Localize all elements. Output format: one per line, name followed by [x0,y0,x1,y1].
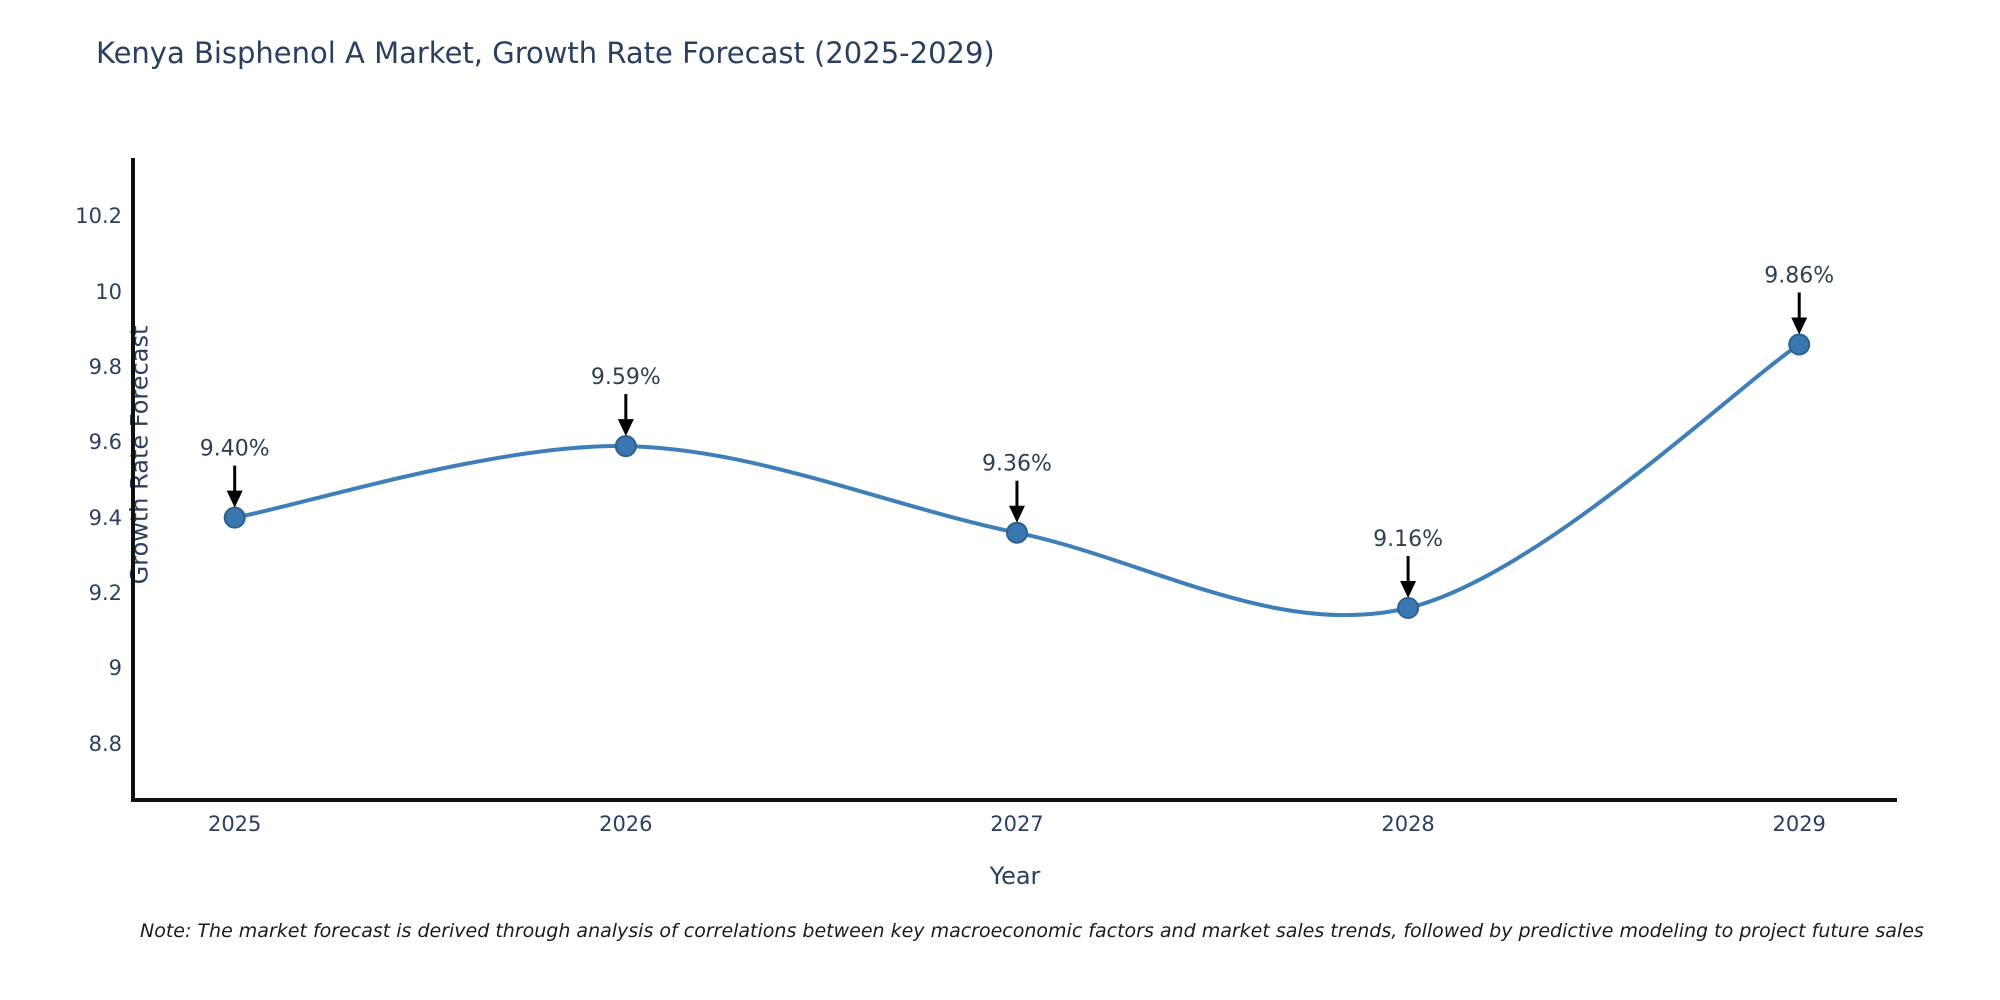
series-line [234,342,1801,618]
x-tick-label: 2029 [1772,812,1826,836]
y-tick-label: 9.2 [88,580,122,605]
data-point-label: 9.59% [591,365,661,390]
x-tick-label: 2026 [599,812,653,836]
x-tick-label: 2028 [1381,812,1435,836]
annotation-arrowhead-icon [1008,505,1025,523]
annotation-arrowhead-icon [226,490,243,508]
annotation-arrowhead-icon [617,419,634,437]
chart-title: Kenya Bisphenol A Market, Growth Rate Fo… [96,36,995,70]
data-point-label: 9.16% [1373,527,1443,552]
annotation-arrowhead-icon [1400,581,1417,598]
data-point[interactable] [223,506,246,529]
footnote: Note: The market forecast is derived thr… [140,920,1924,942]
data-point[interactable] [1788,333,1811,356]
x-tick-label: 2027 [990,812,1044,836]
y-tick-label: 9 [108,656,122,681]
y-tick-label: 10.2 [75,204,122,229]
x-axis-title: Year [989,862,1041,890]
annotation-arrowhead-icon [1791,317,1808,335]
x-tick-label: 2025 [207,812,262,836]
data-point-label: 9.36% [982,452,1052,477]
y-tick-label: 8.8 [88,731,122,756]
data-point[interactable] [1005,521,1028,544]
y-tick-label: 9.6 [88,430,122,455]
data-point-label: 9.86% [1764,263,1834,288]
y-tick-label: 9.8 [88,355,122,380]
y-tick-label: 10 [95,279,122,304]
data-point[interactable] [614,435,637,458]
data-point-label: 9.40% [200,437,270,462]
data-point[interactable] [1397,597,1420,619]
y-tick-label: 9.4 [88,505,122,530]
